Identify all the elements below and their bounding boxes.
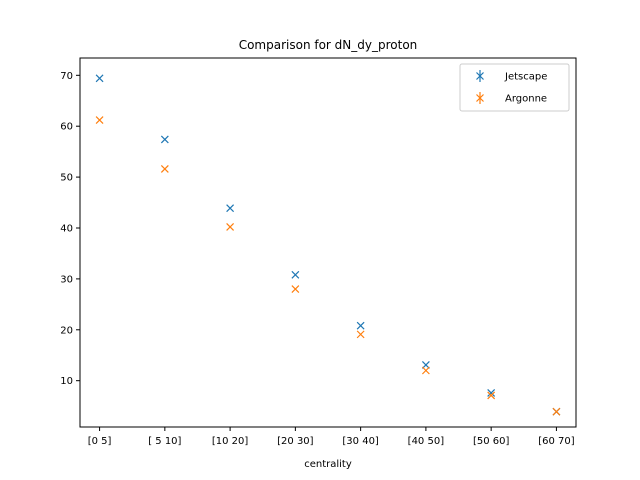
x-tick-label: [ 5 10] [148,436,181,447]
y-tick-label: 20 [60,325,73,336]
x-tick-label: [20 30] [277,436,314,447]
x-tick-label: [30 40] [342,436,379,447]
legend-entry-argonne: Argonne [476,92,547,105]
x-tick-label: [60 70] [538,436,575,447]
data-point-argonne [226,223,235,231]
y-tick-label: 40 [60,223,73,234]
legend-label: Argonne [505,94,547,105]
y-tick-label: 70 [60,71,73,82]
legend-marker [476,72,484,80]
axes-frame [79,57,577,428]
y-tick-label: 50 [60,173,73,184]
x-tick-label: [0 5] [88,436,112,447]
y-tick-label: 60 [60,122,73,133]
legend-box [459,63,570,112]
x-axis-label: centrality [304,459,352,470]
x-tick-label: [10 20] [212,436,249,447]
legend-entry-jetscape: Jetscape [476,70,547,83]
x-tick-label: [40 50] [408,436,445,447]
data-point-jetscape [291,270,300,279]
data-point-jetscape [421,360,430,369]
data-point-argonne [95,116,104,125]
data-point-jetscape [160,135,169,144]
data-point-jetscape [95,74,104,83]
data-point-argonne [356,330,365,339]
data-point-argonne [487,391,496,400]
y-tick-label: 30 [60,274,73,285]
legend-marker [476,94,484,102]
data-point-argonne [552,407,561,416]
data-point-argonne [291,285,300,293]
plot-area: [0 5] [ 5 10] [10 20] [20 30] [30 40] [40 50]… [60,71,574,447]
legend-label: Jetscape [504,72,547,83]
data-point-jetscape [487,388,496,397]
y-tick-label: 10 [60,376,73,387]
data-point-jetscape [226,204,235,213]
data-point-jetscape [356,321,365,330]
data-point-argonne [421,366,430,375]
data-point-argonne [160,165,169,173]
chart-title: Comparison for dN_dy_proton [239,38,418,52]
legend: Jetscape Argonne [459,63,570,112]
x-tick-label: [50 60] [473,436,510,447]
